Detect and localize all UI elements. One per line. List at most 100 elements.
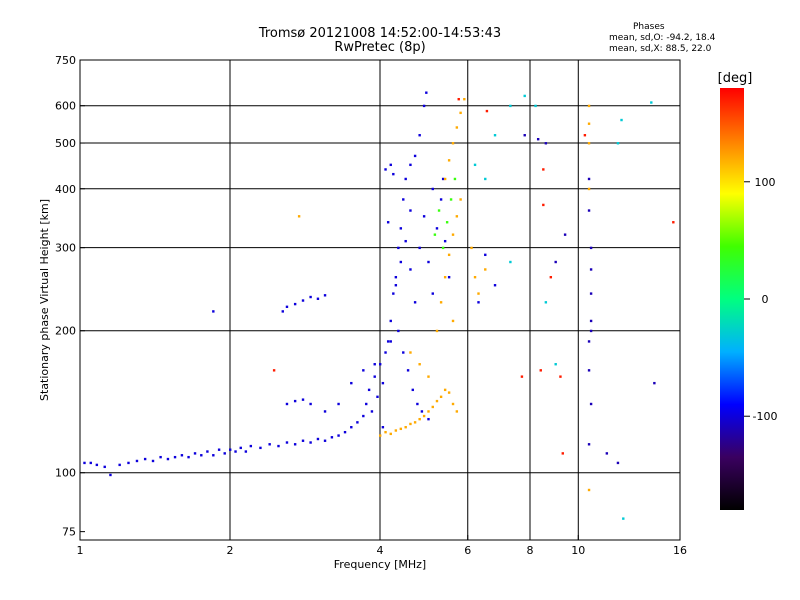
data-point — [457, 97, 460, 101]
data-point — [561, 452, 564, 455]
data-point — [587, 209, 591, 212]
data-point — [301, 299, 305, 302]
data-point — [473, 275, 477, 279]
data-point — [563, 233, 567, 236]
data-point — [653, 381, 656, 385]
data-point — [453, 177, 457, 181]
data-point — [493, 134, 497, 137]
data-point — [441, 246, 445, 250]
data-point — [350, 426, 353, 429]
data-point — [672, 221, 675, 224]
data-point — [200, 454, 203, 457]
data-point — [370, 410, 374, 413]
data-point — [143, 457, 147, 461]
data-point — [484, 268, 487, 271]
data-point — [268, 443, 271, 446]
data-point — [362, 369, 365, 372]
data-point — [404, 239, 407, 243]
x-tick-label: 16 — [673, 544, 687, 557]
data-point — [394, 429, 398, 432]
data-point — [89, 461, 92, 465]
data-point — [127, 461, 130, 465]
data-point — [384, 351, 387, 354]
data-point — [135, 459, 139, 463]
data-point — [389, 432, 392, 436]
data-point — [402, 351, 405, 354]
x-tick-label: 6 — [464, 544, 471, 557]
data-point — [399, 260, 403, 264]
data-point — [367, 388, 371, 392]
data-point — [386, 221, 390, 224]
data-point — [554, 363, 557, 366]
data-point — [234, 450, 237, 453]
data-point — [435, 329, 439, 333]
x-tick-label: 8 — [527, 544, 534, 557]
x-tick-label: 10 — [571, 544, 585, 557]
data-point — [409, 209, 412, 212]
y-tick-label: 750 — [55, 54, 76, 67]
data-point — [173, 455, 177, 459]
data-point — [650, 101, 653, 104]
data-point — [439, 395, 443, 399]
data-point — [447, 391, 451, 394]
data-point — [463, 97, 466, 101]
data-point — [589, 402, 593, 406]
data-point — [587, 369, 591, 372]
data-point — [373, 375, 376, 378]
y-tick-label: 300 — [55, 242, 76, 255]
data-point — [309, 295, 312, 299]
data-point — [277, 444, 280, 448]
data-point — [376, 395, 379, 399]
data-point — [337, 402, 340, 406]
data-point — [402, 198, 405, 201]
data-point — [343, 430, 347, 434]
data-point — [559, 375, 562, 378]
data-point — [337, 434, 340, 437]
data-point — [83, 461, 86, 465]
data-point — [239, 446, 242, 450]
data-point — [413, 154, 417, 158]
data-point — [293, 443, 297, 446]
data-point — [404, 426, 407, 429]
grid — [80, 60, 680, 540]
data-point — [259, 446, 262, 450]
y-tick-label: 75 — [62, 526, 76, 539]
data-point — [379, 363, 382, 366]
data-point — [411, 388, 414, 392]
data-point — [523, 94, 526, 98]
data-point — [622, 517, 625, 520]
data-point — [409, 268, 412, 271]
data-point — [451, 142, 455, 145]
data-point — [389, 319, 392, 323]
data-point — [384, 430, 387, 434]
data-point — [493, 284, 497, 287]
data-point — [373, 363, 376, 366]
data-point — [539, 369, 542, 372]
data-point — [309, 402, 312, 406]
data-point — [95, 463, 99, 467]
data-point — [427, 260, 430, 264]
data-point — [587, 142, 591, 145]
data-point — [404, 177, 407, 181]
data-point — [431, 292, 434, 295]
data-point — [418, 246, 421, 250]
data-point — [118, 463, 121, 467]
data-point — [589, 268, 593, 271]
phase-mean-o: mean, sd,O: -94.2, 18.4 — [609, 33, 716, 43]
data-point — [427, 410, 430, 413]
chart-title: Tromsø 20121008 14:52:00-14:53:43 — [258, 26, 502, 41]
data-point — [323, 294, 327, 297]
data-point — [616, 142, 620, 145]
phase-mean-x: mean, sd,X: 88.5, 22.0 — [609, 44, 712, 54]
data-point — [589, 319, 593, 323]
x-tick-label: 1 — [77, 544, 84, 557]
phase-heading: Phases — [633, 22, 665, 32]
colorbar-tick-label: 0 — [762, 293, 769, 306]
data-point — [379, 434, 382, 437]
data-point — [293, 399, 297, 403]
data-point — [418, 417, 421, 421]
data-point — [409, 422, 412, 426]
data-point — [437, 209, 441, 212]
data-point — [451, 233, 455, 236]
